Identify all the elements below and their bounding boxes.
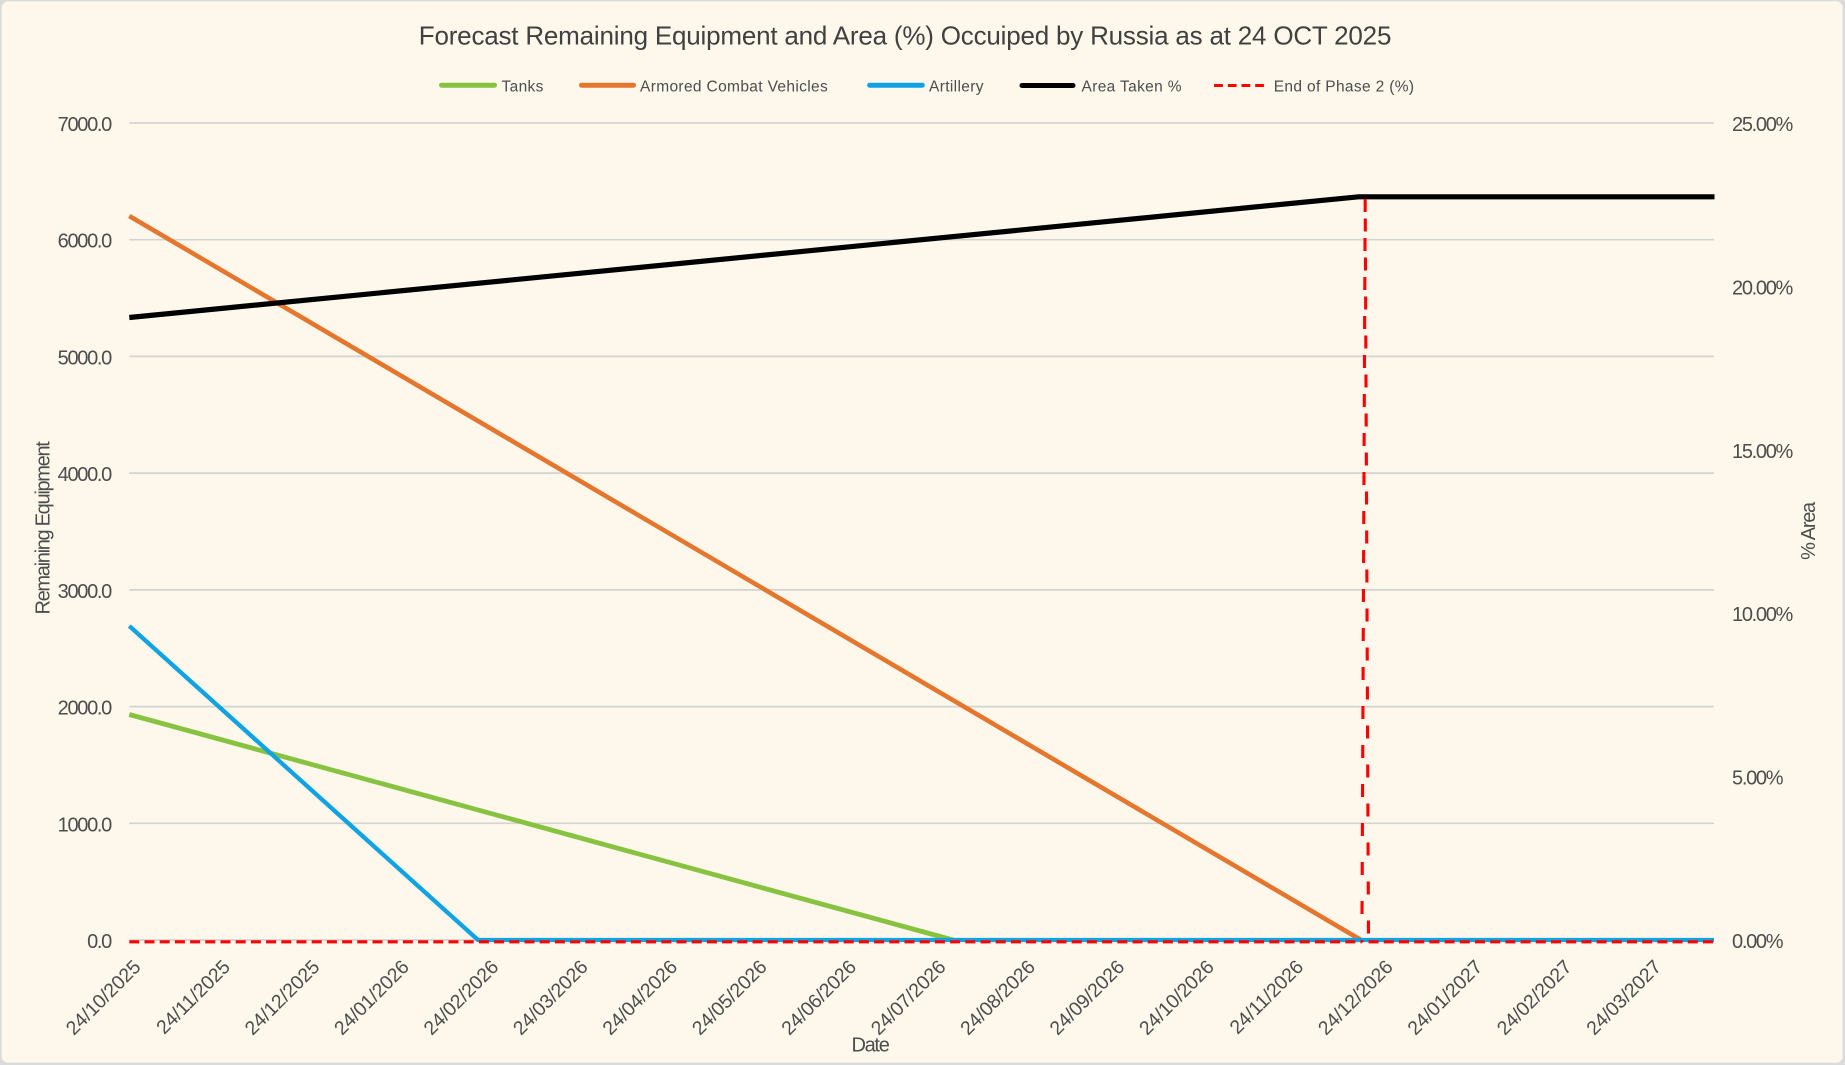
svg-text:Remaining Equipment: Remaining Equipment — [33, 441, 55, 615]
svg-text:15.00%: 15.00% — [1732, 441, 1794, 463]
svg-text:Date: Date — [851, 1035, 889, 1057]
svg-text:5.00%: 5.00% — [1732, 768, 1784, 790]
svg-text:7000.0: 7000.0 — [58, 114, 113, 136]
svg-text:0.00%: 0.00% — [1732, 931, 1784, 953]
svg-text:Armored Combat Vehicles: Armored Combat Vehicles — [640, 79, 828, 96]
svg-text:% Area: % Area — [1798, 501, 1820, 560]
svg-text:Tanks: Tanks — [502, 79, 544, 96]
svg-text:6000.0: 6000.0 — [58, 231, 113, 253]
svg-text:Forecast Remaining Equipment a: Forecast Remaining Equipment and Area (%… — [419, 21, 1391, 51]
svg-text:End of Phase 2 (%): End of Phase 2 (%) — [1274, 79, 1415, 96]
svg-text:5000.0: 5000.0 — [58, 347, 113, 369]
svg-text:Area Taken %: Area Taken % — [1082, 79, 1182, 96]
svg-text:0.0: 0.0 — [87, 931, 112, 953]
svg-text:10.00%: 10.00% — [1732, 604, 1794, 626]
svg-text:Artillery: Artillery — [929, 79, 984, 96]
svg-text:25.00%: 25.00% — [1732, 114, 1794, 136]
svg-text:4000.0: 4000.0 — [58, 464, 113, 486]
svg-text:1000.0: 1000.0 — [58, 814, 113, 836]
svg-text:3000.0: 3000.0 — [58, 581, 113, 603]
svg-text:20.00%: 20.00% — [1732, 277, 1794, 299]
svg-text:2000.0: 2000.0 — [58, 698, 113, 720]
